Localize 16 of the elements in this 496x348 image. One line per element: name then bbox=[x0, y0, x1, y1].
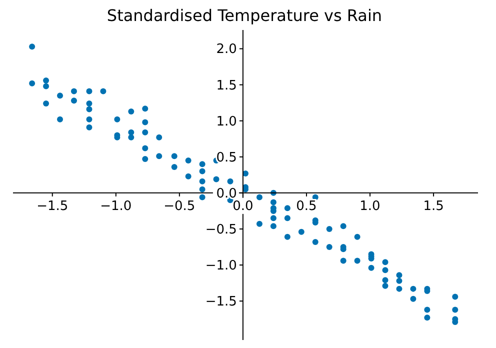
x-tick-label: −1.5 bbox=[36, 198, 68, 214]
y-tick-label: −0.5 bbox=[205, 222, 237, 238]
y-tick-label: 2.0 bbox=[216, 42, 237, 58]
x-tick-label: 1.5 bbox=[423, 198, 444, 214]
y-tick-label: −1.5 bbox=[205, 294, 237, 310]
y-tick-label: 0.0 bbox=[216, 186, 237, 202]
chart-title: Standardised Temperature vs Rain bbox=[106, 6, 384, 25]
x-tick-label: 0.5 bbox=[296, 198, 317, 214]
y-tick-label: 0.5 bbox=[216, 150, 237, 166]
x-tick-label: −1.0 bbox=[100, 198, 132, 214]
x-tick-label: 1.0 bbox=[360, 198, 380, 214]
x-tick-label: 0.0 bbox=[232, 198, 254, 214]
y-tick-label: 1.0 bbox=[216, 114, 237, 130]
y-tick-label: 1.5 bbox=[216, 78, 237, 94]
x-tick-label: −0.5 bbox=[164, 198, 196, 214]
y-tick-label: −1.0 bbox=[205, 258, 237, 274]
